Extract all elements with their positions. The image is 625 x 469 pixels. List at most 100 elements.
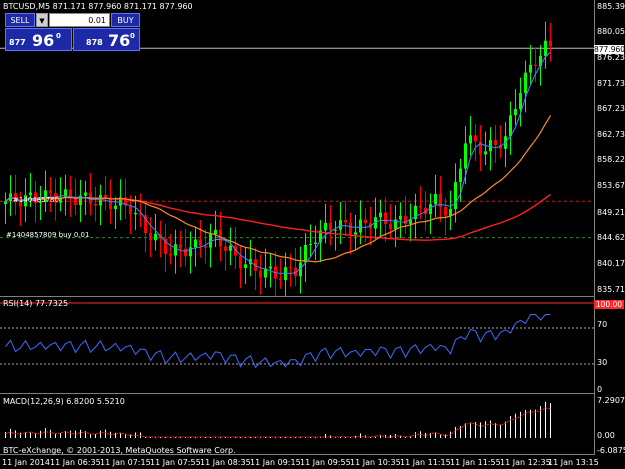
candle-body [539,55,542,67]
candle-body [234,245,237,256]
candle-body [339,220,342,230]
candle-body [409,219,412,225]
price-axis-label: 849.215 [597,208,625,217]
candle-body [334,229,337,231]
candle-body [429,204,432,215]
order-label-partial[interactable]: #140485780 [13,196,59,204]
price-axis-label: 867.235 [597,104,625,113]
candle-body [464,143,467,169]
chart-title: BTCUSD,M5 871.171 877.960 871.171 877.96… [3,2,193,11]
lot-size-input[interactable] [49,13,110,27]
candle-body [314,242,317,245]
macd-pane[interactable] [0,394,595,455]
candle-body [244,264,247,269]
lot-arrow-icon[interactable]: ▼ [36,13,48,27]
candle-body [359,219,362,233]
price-axis-label: 876.235 [597,53,625,62]
candle-body [74,198,77,206]
macd-axis-label-zero: 0.00 [597,431,615,440]
candle-body [19,201,22,207]
time-axis-label: 11 Jan 13:15 [548,458,599,467]
price-axis-label: 862.735 [597,130,625,139]
price-axis-label: 858.220 [597,155,625,164]
macd-title: MACD(12,26,9) 6.8200 5.5210 [3,397,125,406]
macd-signal-line [5,407,551,438]
candle-body [379,212,382,218]
candle-body [419,205,422,208]
candle-body [514,108,517,116]
candle-body [259,270,262,278]
price-chart-pane[interactable] [0,0,595,299]
rsi-axis-label-0: 0 [597,385,603,394]
buy-price-main: 76 [108,31,131,50]
candle-body [524,72,527,94]
candle-body [414,205,417,220]
candle-body [459,168,462,183]
candle-body [519,93,522,109]
candle-body [494,139,497,146]
one-click-trading-panel: SELL ▼ BUY 877 96 0 878 76 0 [5,13,140,51]
time-axis-label: 11 Jan 10:35 [350,458,401,467]
macd-chart [5,401,551,438]
candle-body [489,139,492,152]
sell-price-sup: 0 [56,32,61,40]
rsi-title: RSI(14) 77.7325 [3,299,69,308]
moving-average-mid-line [5,115,552,263]
rsi-value-tag: 100.00 [594,300,624,309]
candle-body [319,230,322,243]
time-axis-label: 11 Jan 11:15 [400,458,451,467]
candle-body [329,222,332,231]
candle-body [229,245,232,251]
candle-body [284,267,287,281]
price-axis-label: 844.625 [597,233,625,242]
candle-body [294,267,297,277]
candle-body [404,215,407,225]
order-label-buy[interactable]: #1404857809 buy 0.01 [6,231,90,239]
moving-average-fast-line [5,51,551,274]
candle-body [529,64,532,73]
candle-body [84,192,87,196]
time-axis-label: 11 Jan 12:35 [500,458,551,467]
time-axis-label: 11 Jan 07:15 [100,458,151,467]
sell-button[interactable]: SELL [5,13,35,27]
candle-body [534,64,537,67]
rsi-pane[interactable] [0,297,595,394]
candle-body [209,234,212,248]
macd-axis-label-min: -6.0875 [597,446,625,455]
candle-body [354,232,357,235]
candle-body [299,262,302,277]
price-axis-label: 853.670 [597,181,625,190]
candle-body [394,219,397,229]
candle-body [149,233,152,241]
price-axis-label: 835.715 [597,285,625,294]
candle-body [289,267,292,269]
candle-body [389,223,392,229]
candle-body [349,222,352,235]
candle-body [169,253,172,256]
rsi-axis-label-30: 30 [597,358,608,367]
candle-body [509,115,512,137]
candle-body [449,209,452,216]
sell-price-quote[interactable]: 877 96 0 [5,28,72,51]
buy-button[interactable]: BUY [111,13,140,27]
price-axis-label: 885.395 [597,2,625,11]
macd-axis-label-max: 7.2907 [597,396,625,405]
candle-body [79,195,82,206]
candle-body [364,219,367,224]
candle-body [129,205,132,215]
candle-body [324,222,327,231]
candle-body [399,215,402,220]
candle-body [164,238,167,254]
candle-body [189,247,192,257]
candle-body [94,203,97,206]
price-chart [0,21,594,299]
candle-body [14,193,17,202]
candle-body [34,192,37,203]
candle-body [114,205,117,210]
candle-body [214,229,217,235]
candle-body [304,244,307,263]
candle-body [384,212,387,224]
buy-price-quote[interactable]: 878 76 0 [73,28,140,51]
price-axis-label: 880.055 [597,27,625,36]
time-axis-label: 11 Jan 06:35 [50,458,101,467]
